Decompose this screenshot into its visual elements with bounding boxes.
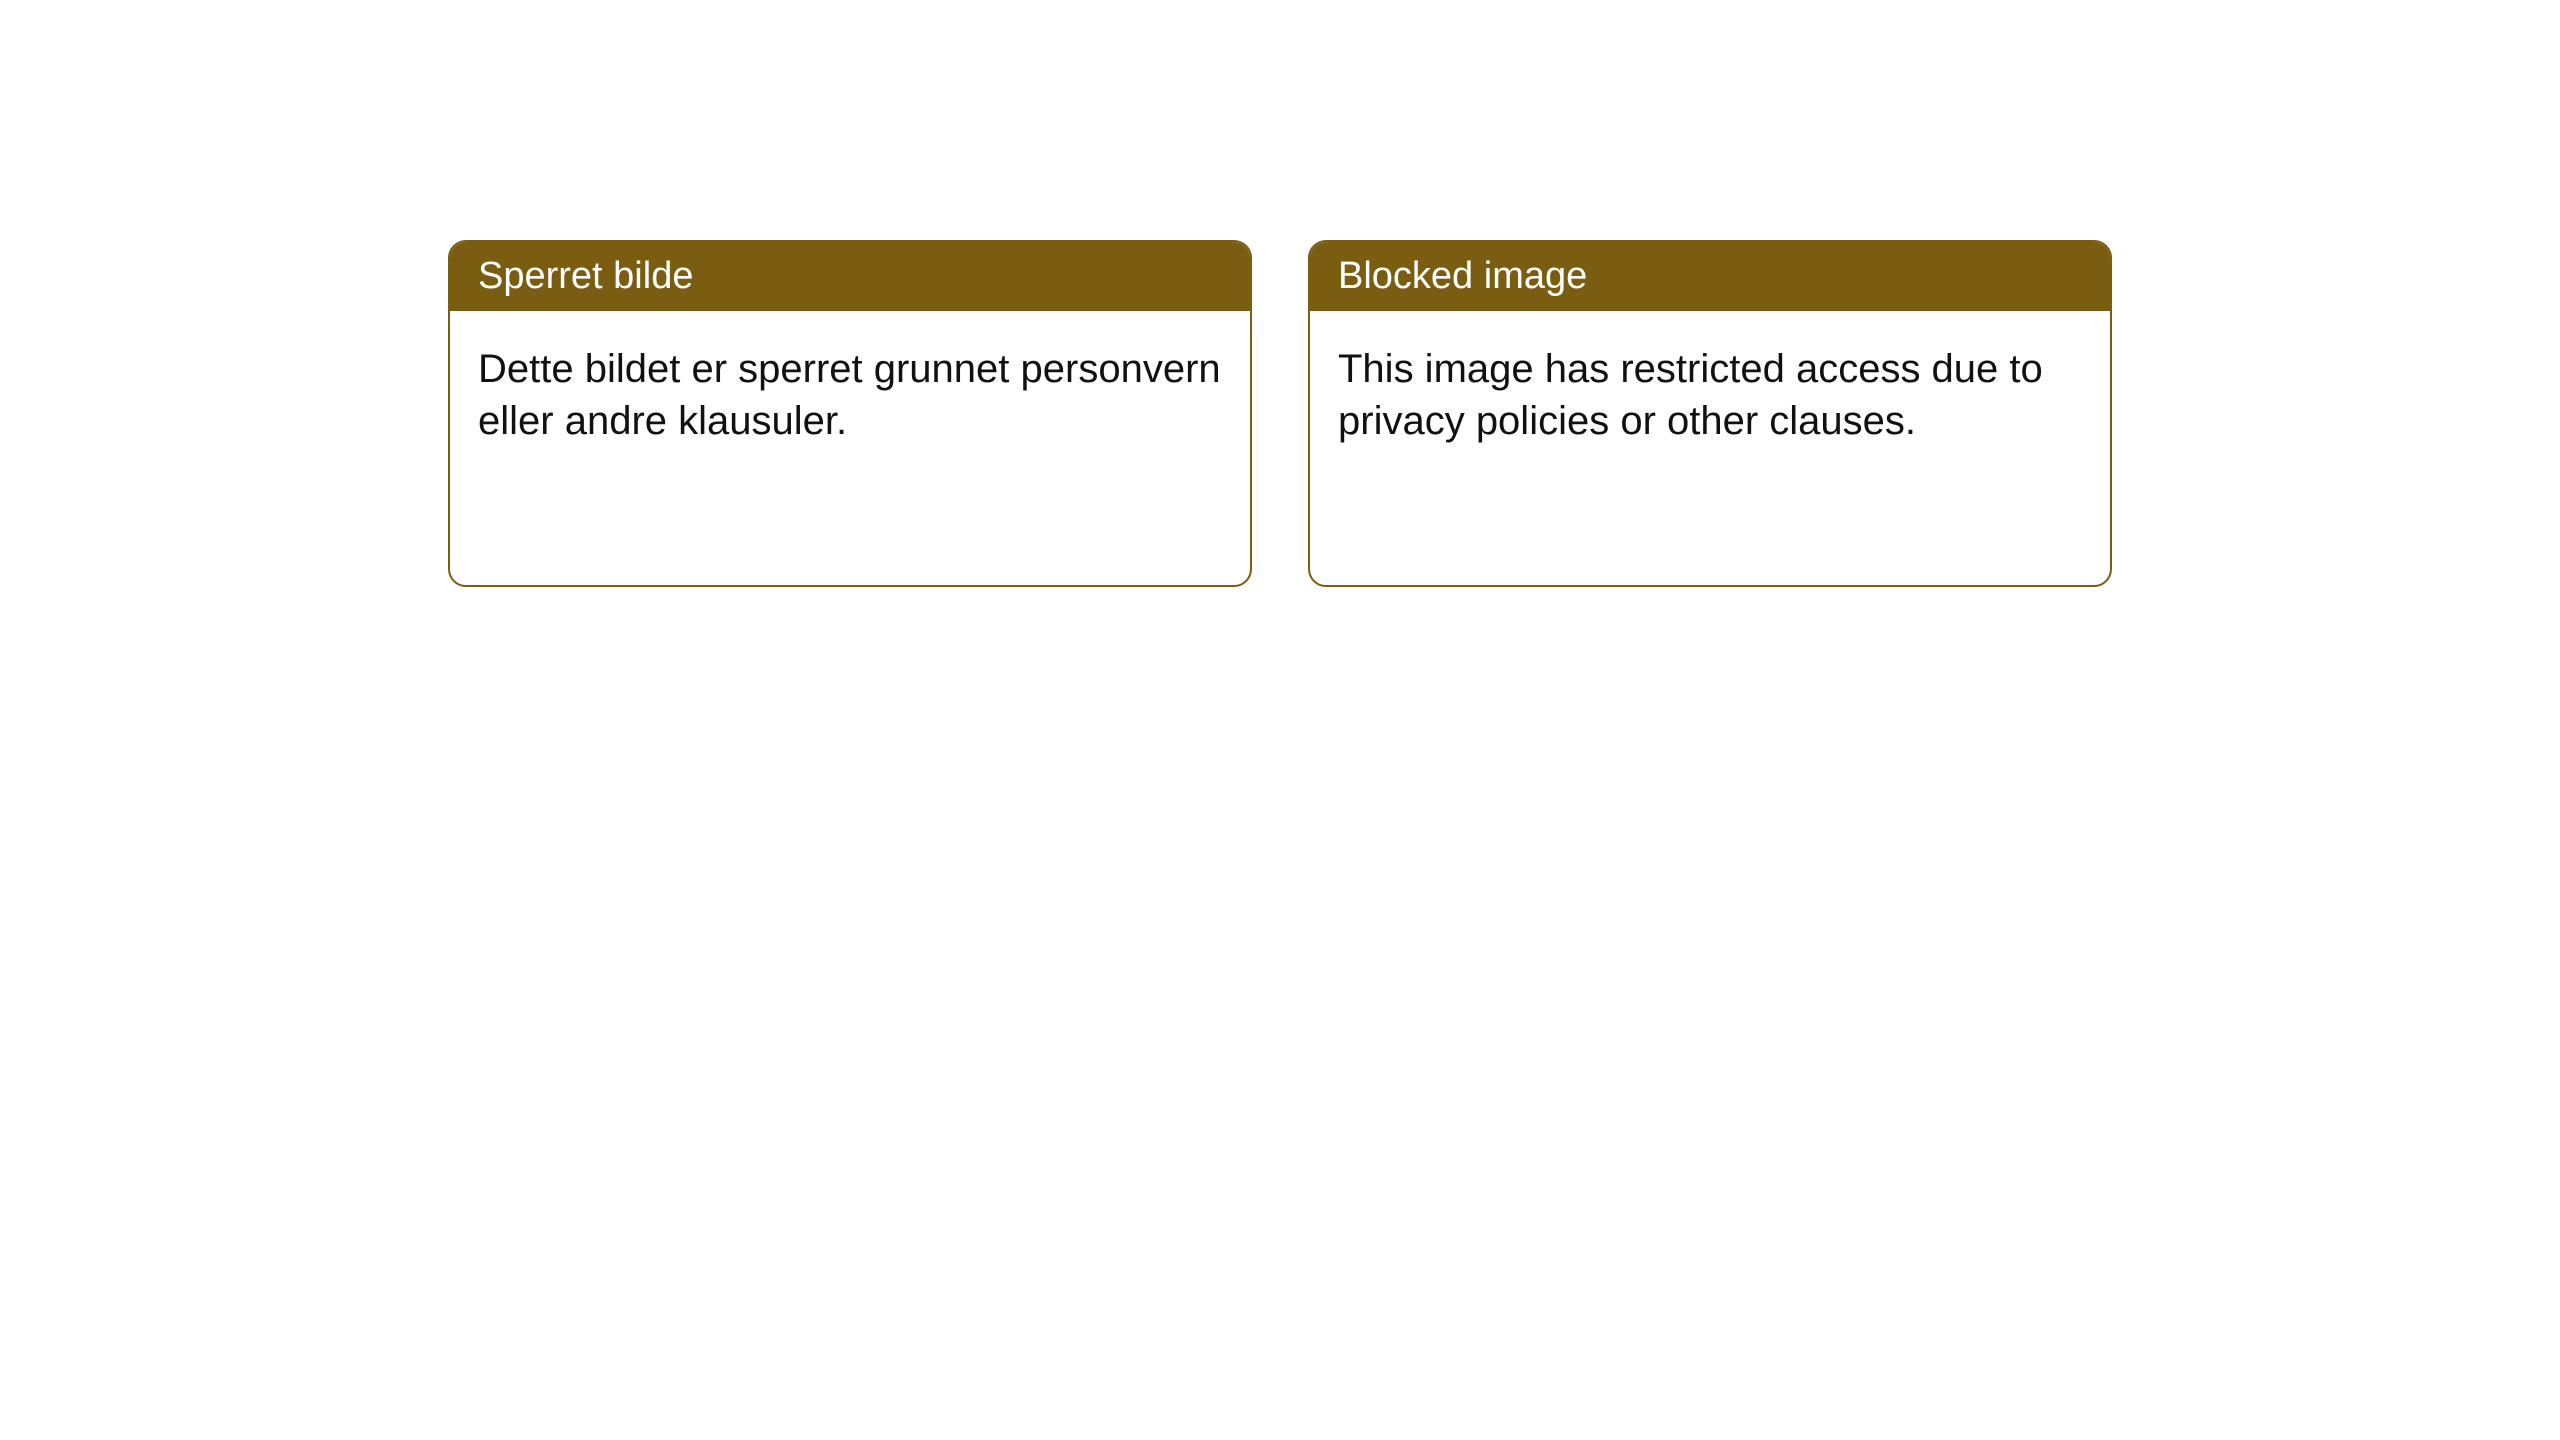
card-body: This image has restricted access due to … [1310,311,2110,585]
cards-container: Sperret bilde Dette bildet er sperret gr… [448,240,2112,587]
card-header: Blocked image [1310,242,2110,311]
card-body: Dette bildet er sperret grunnet personve… [450,311,1250,585]
blocked-image-card-en: Blocked image This image has restricted … [1308,240,2112,587]
card-header: Sperret bilde [450,242,1250,311]
blocked-image-card-no: Sperret bilde Dette bildet er sperret gr… [448,240,1252,587]
